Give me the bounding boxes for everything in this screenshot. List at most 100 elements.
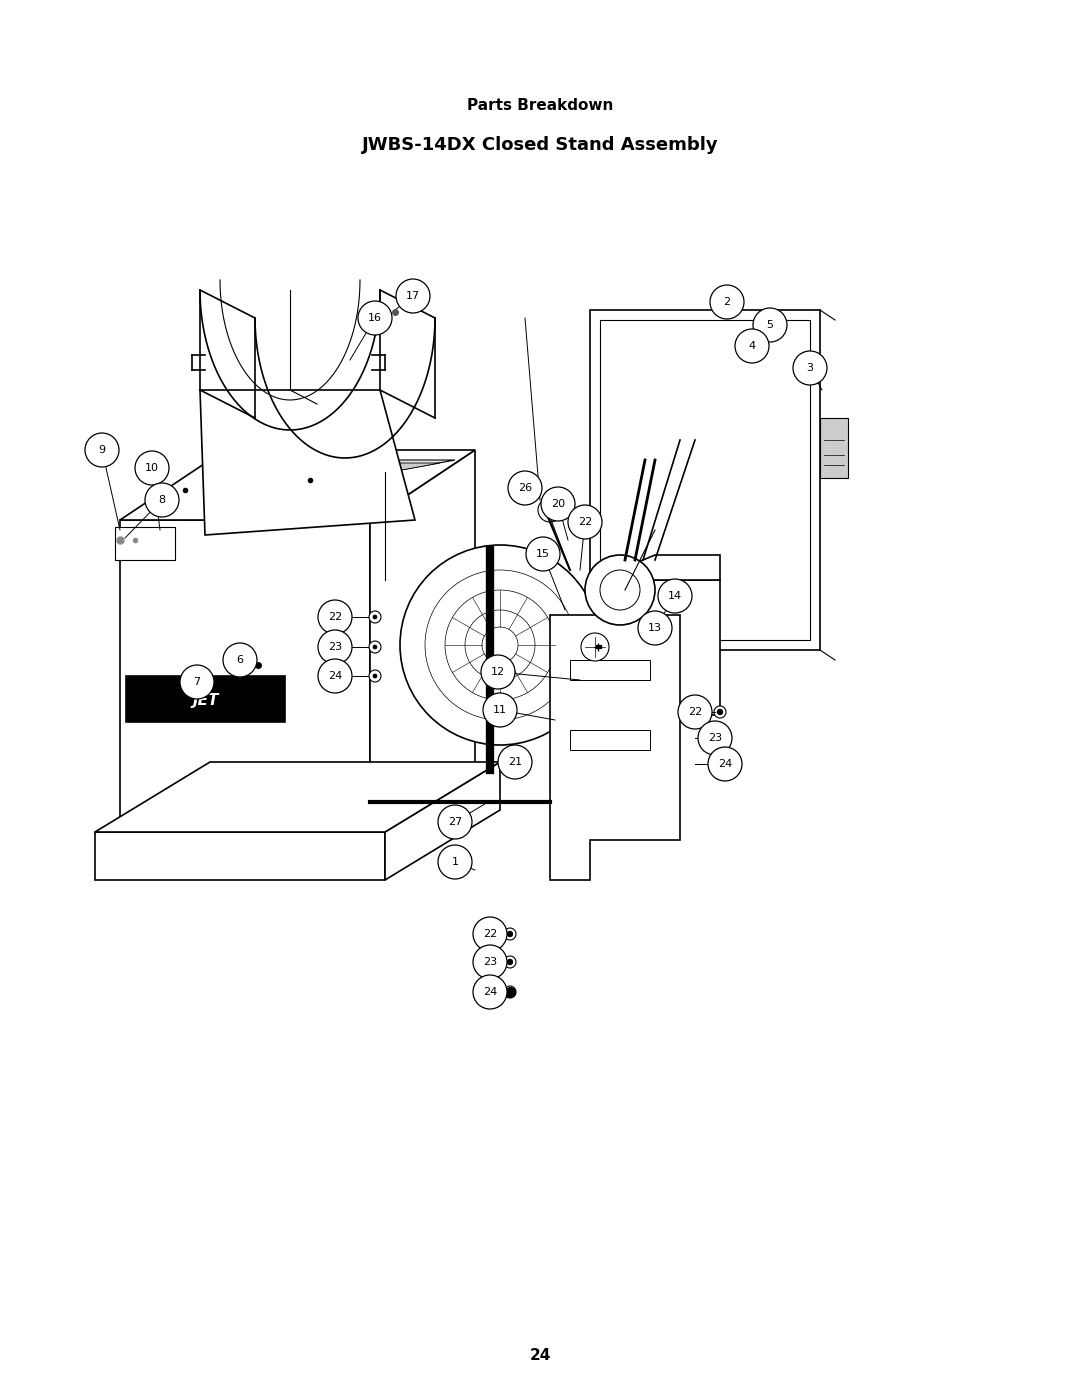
Circle shape [735,330,769,363]
Circle shape [483,693,517,726]
Polygon shape [95,761,500,833]
Circle shape [473,975,507,1009]
Circle shape [438,845,472,879]
Circle shape [318,659,352,693]
Circle shape [590,638,606,655]
Text: 14: 14 [667,591,683,601]
Bar [600,602,648,620]
Polygon shape [200,390,415,535]
Circle shape [481,655,515,689]
Text: 6: 6 [237,655,243,665]
Text: 12: 12 [491,666,505,678]
Circle shape [508,932,513,936]
Circle shape [581,633,609,661]
Circle shape [714,759,726,770]
Circle shape [145,483,179,517]
Text: 16: 16 [368,313,382,323]
Bar [600,672,648,690]
Polygon shape [255,460,455,472]
Text: 22: 22 [688,707,702,717]
Bar [820,418,848,478]
Circle shape [373,673,377,678]
Circle shape [714,732,726,745]
Circle shape [85,433,119,467]
Polygon shape [95,833,384,880]
Circle shape [585,555,654,624]
Text: 24: 24 [328,671,342,680]
Circle shape [508,471,542,504]
Circle shape [698,721,732,754]
Circle shape [504,986,516,997]
Text: 10: 10 [145,462,159,474]
Circle shape [498,745,532,780]
Circle shape [708,747,742,781]
Circle shape [753,307,787,342]
Text: 22: 22 [483,929,497,939]
Polygon shape [590,310,820,650]
Circle shape [541,488,575,521]
Text: 24: 24 [718,759,732,768]
Polygon shape [370,450,475,833]
FancyBboxPatch shape [126,676,285,722]
Circle shape [526,536,561,571]
Text: 4: 4 [748,341,756,351]
Circle shape [318,599,352,634]
Text: 23: 23 [483,957,497,967]
Circle shape [658,578,692,613]
Circle shape [538,497,562,522]
Circle shape [714,705,726,718]
Text: 24: 24 [529,1348,551,1362]
Circle shape [369,610,381,623]
Text: 24: 24 [483,988,497,997]
Circle shape [438,805,472,840]
Polygon shape [120,450,475,520]
Polygon shape [270,462,440,474]
Text: 11: 11 [492,705,507,715]
Text: 13: 13 [648,623,662,633]
Circle shape [135,451,168,485]
Circle shape [508,960,513,964]
Circle shape [508,989,513,995]
Text: 15: 15 [536,549,550,559]
Polygon shape [595,580,720,715]
Circle shape [396,279,430,313]
Text: 7: 7 [193,678,201,687]
Circle shape [222,643,257,678]
Polygon shape [595,576,654,719]
Bar [570,659,650,680]
Circle shape [717,761,723,767]
Circle shape [473,944,507,979]
Circle shape [717,710,723,714]
Polygon shape [384,761,500,880]
Text: Parts Breakdown: Parts Breakdown [467,98,613,113]
Circle shape [504,928,516,940]
Text: 27: 27 [448,817,462,827]
Circle shape [638,610,672,645]
Circle shape [473,916,507,951]
Circle shape [180,665,214,698]
Text: 9: 9 [98,446,106,455]
Text: JWBS-14DX Closed Stand Assembly: JWBS-14DX Closed Stand Assembly [362,136,718,154]
Text: 21: 21 [508,757,522,767]
Polygon shape [595,555,720,580]
Text: 23: 23 [328,643,342,652]
Circle shape [373,615,377,619]
Bar [600,637,648,655]
Circle shape [710,285,744,319]
Text: 1: 1 [451,856,459,868]
Circle shape [568,504,602,539]
Text: JET: JET [193,693,219,707]
Circle shape [318,630,352,664]
Circle shape [504,956,516,968]
Text: 2: 2 [724,298,730,307]
Circle shape [717,735,723,740]
Circle shape [357,300,392,335]
Text: 8: 8 [159,495,165,504]
Bar [570,731,650,750]
Text: 5: 5 [767,320,773,330]
Circle shape [793,351,827,386]
Polygon shape [114,527,175,560]
Text: 17: 17 [406,291,420,300]
Text: 26: 26 [518,483,532,493]
Circle shape [678,694,712,729]
